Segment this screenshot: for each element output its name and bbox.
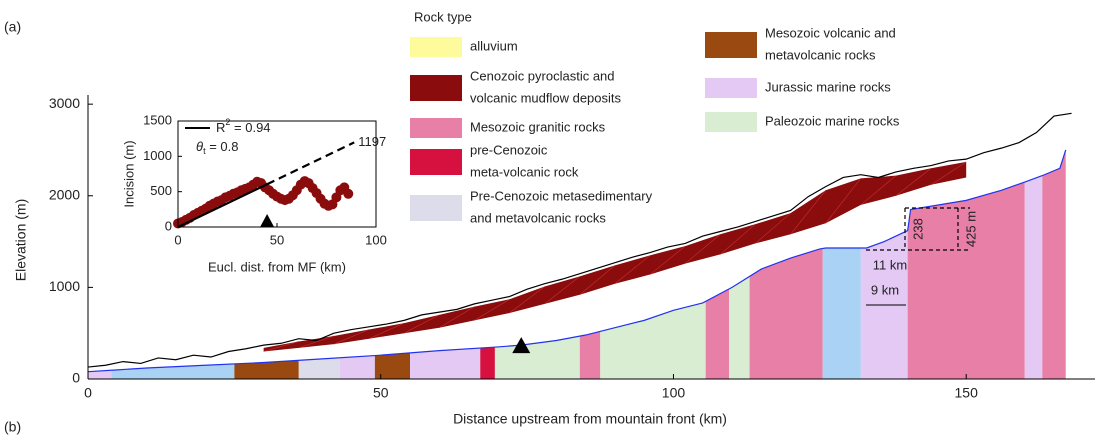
legend-swatch xyxy=(410,37,462,57)
legend-label: Mesozoic volcanic and xyxy=(765,25,896,40)
rock-unit xyxy=(729,276,749,379)
legend-label: Paleozoic marine rocks xyxy=(765,113,900,128)
legend-label: and metavolcanic rocks xyxy=(470,210,606,225)
legend-label: Cenozoic pyroclastic and xyxy=(470,68,615,83)
rock-unit xyxy=(410,348,480,379)
y-tick-label: 1500 xyxy=(143,112,172,127)
theta-label: θt = 0.8 xyxy=(196,139,238,156)
x-tick-label: 50 xyxy=(270,232,284,247)
fit-end-label: 1197 xyxy=(358,134,386,149)
y-tick-label: 1000 xyxy=(143,148,172,163)
y-axis-label: Elevation (m) xyxy=(13,199,29,281)
x-tick-label: 100 xyxy=(662,385,686,401)
x-tick-label: 0 xyxy=(84,385,92,401)
legend-swatch xyxy=(705,78,757,98)
y-tick-label: 500 xyxy=(150,183,172,198)
figure: (a) (b) 0100020003000050100150Distance u… xyxy=(0,0,1103,437)
legend-label: meta-volcanic rock xyxy=(470,164,579,179)
rock-unit xyxy=(823,248,861,379)
legend-swatch xyxy=(705,112,757,132)
annotation: 11 km xyxy=(873,257,907,272)
inset-plot: 1197 0 500 1000 1500 0 50 100 Eucl. dist. from M… xyxy=(120,104,388,280)
y-tick-label: 0 xyxy=(165,218,172,233)
x-tick-label: 50 xyxy=(373,385,389,401)
theta-rest: = 0.8 xyxy=(206,139,239,154)
rock-unit xyxy=(600,301,705,379)
annotation: 9 km xyxy=(871,282,899,297)
legend-swatch xyxy=(410,195,462,221)
legend-swatch xyxy=(705,32,757,58)
legend-label: Jurassic marine rocks xyxy=(765,79,891,94)
r2-base: R xyxy=(216,120,225,135)
rock-unit xyxy=(299,358,340,379)
y-tick-label: 1000 xyxy=(49,278,80,294)
y-axis-label: Incision (m) xyxy=(121,140,136,207)
y-tick-label: 2000 xyxy=(49,186,80,202)
incision-point xyxy=(343,189,353,199)
legend-label: volcanic mudflow deposits xyxy=(470,90,622,105)
rock-unit xyxy=(111,364,234,379)
legend-label: pre-Cenozoic xyxy=(470,142,548,157)
legend-label: alluvium xyxy=(470,38,518,53)
rock-unit xyxy=(480,347,495,379)
annotation: 425 m xyxy=(963,211,978,247)
r2-rest: = 0.94 xyxy=(230,120,270,135)
rock-unit xyxy=(340,356,375,379)
rock-unit xyxy=(706,289,729,379)
legend-swatch xyxy=(410,118,462,138)
r2-label: R2 = 0.94 xyxy=(216,117,271,135)
x-axis-label: Eucl. dist. from MF (km) xyxy=(208,259,346,274)
legend-swatch xyxy=(410,75,462,101)
rock-unit xyxy=(580,331,600,379)
rock-unit xyxy=(1042,150,1065,379)
rock-unit xyxy=(1025,176,1043,379)
legend-title: Rock type xyxy=(414,9,472,24)
rock-unit xyxy=(750,248,823,379)
x-tick-label: 150 xyxy=(955,385,979,401)
y-tick-label: 3000 xyxy=(49,95,80,111)
panel-label: (a) xyxy=(4,19,21,35)
x-tick-label: 0 xyxy=(174,232,181,247)
rock-unit xyxy=(375,353,410,379)
x-axis-label: Distance upstream from mountain front (k… xyxy=(453,411,727,427)
theta-base: θ xyxy=(196,139,203,154)
legend-label: Mesozoic granitic rocks xyxy=(470,119,606,134)
legend-swatch xyxy=(410,149,462,175)
x-tick-label: 100 xyxy=(365,232,387,247)
legend-label: metavolcanic rocks xyxy=(765,47,876,62)
y-tick-label: 0 xyxy=(72,370,80,386)
legend-label: Pre-Cenozoic metasedimentary xyxy=(470,188,653,203)
panel-label: (b) xyxy=(4,419,21,435)
annotation: 238 xyxy=(910,218,925,240)
